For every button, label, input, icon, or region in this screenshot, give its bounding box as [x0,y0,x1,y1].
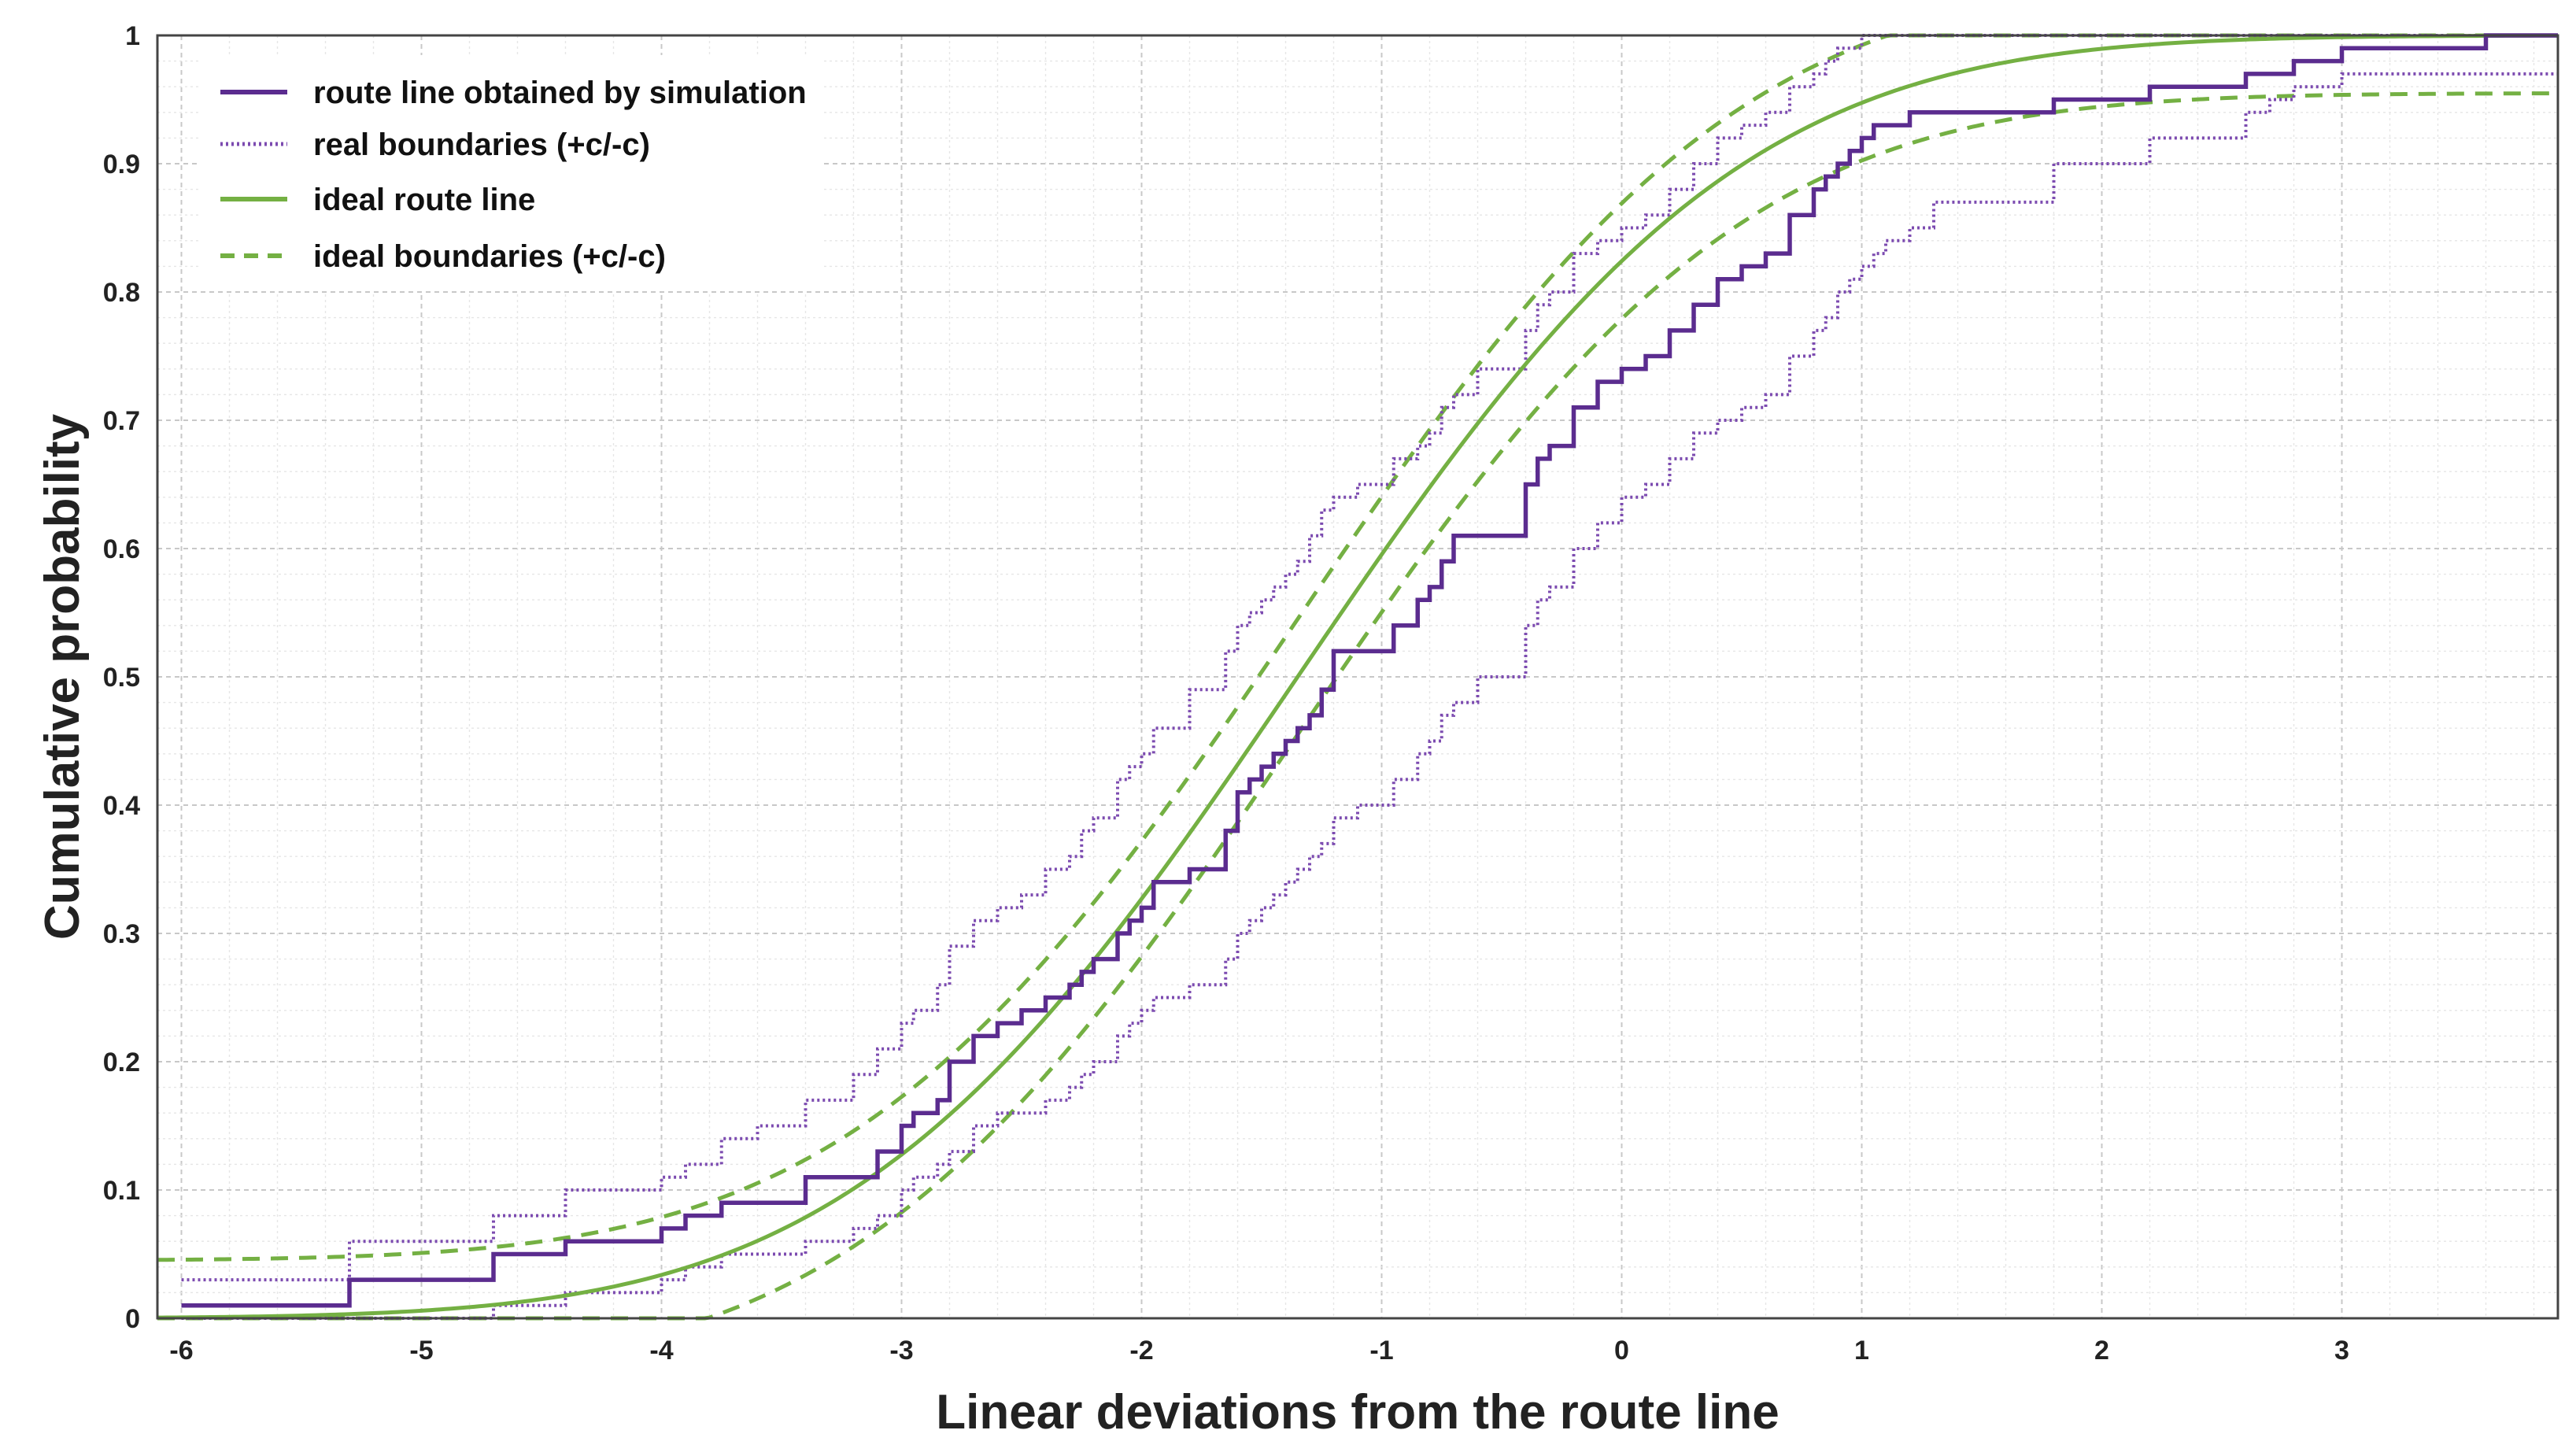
y-tick-label: 0.2 [103,1048,140,1077]
tick-labels: -6 -5 -4 -3 -2 -1 0 1 2 3 0 0.1 0.2 0.3 0.4 0.5 0.6 0.7 0.… [103,21,2349,1365]
x-tick-label: -4 [649,1336,673,1365]
legend: route line obtained by simulation real b… [201,55,822,291]
legend-label-real-boundaries: real boundaries (+c/-c) [313,127,650,162]
y-axis-label: Cumulative probability [35,413,90,940]
legend-label-ideal-route: ideal route line [313,183,535,217]
x-tick-label: 2 [2094,1336,2109,1365]
x-tick-label: -5 [409,1336,433,1365]
simulation-route-line [181,33,2558,1308]
plot-frame [156,34,2559,1320]
y-tick-label: 0.7 [103,406,140,436]
x-tick-label: -2 [1129,1336,1153,1365]
y-tick-label: 0.3 [103,919,140,949]
x-tick-label: -3 [889,1336,913,1365]
x-tick-label: -6 [169,1336,193,1365]
legend-entry-ideal-boundaries: ideal boundaries (+c/-c) [220,239,666,274]
grid [157,35,2558,1319]
x-axis-label: Linear deviations from the route line [936,1385,1779,1439]
ideal-route-line [157,33,2559,1320]
x-tick-label: 0 [1614,1336,1629,1365]
ideal-boundary-upper [157,33,2558,1262]
legend-label-ideal-boundaries: ideal boundaries (+c/-c) [313,239,666,274]
legend-box [201,55,822,291]
y-tick-label: 0.6 [103,534,140,564]
legend-entry-real-boundaries: real boundaries (+c/-c) [220,127,650,162]
x-tick-label: 1 [1854,1336,1869,1365]
legend-entry-simulation: route line obtained by simulation [220,76,807,110]
legend-label-simulation: route line obtained by simulation [313,76,807,110]
y-tick-label: 0.9 [103,150,140,179]
real-boundary-upper [181,34,2558,1282]
y-tick-label: 0 [125,1304,140,1334]
y-tick-label: 0.5 [103,663,140,693]
y-tick-label: 0.8 [103,278,140,308]
y-tick-label: 0.4 [103,791,140,821]
legend-entry-ideal-route: ideal route line [220,183,535,217]
x-tick-label: 3 [2334,1336,2349,1365]
x-tick-label: -1 [1369,1336,1393,1365]
y-tick-label: 1 [125,21,140,51]
y-tick-label: 0.1 [103,1176,140,1206]
